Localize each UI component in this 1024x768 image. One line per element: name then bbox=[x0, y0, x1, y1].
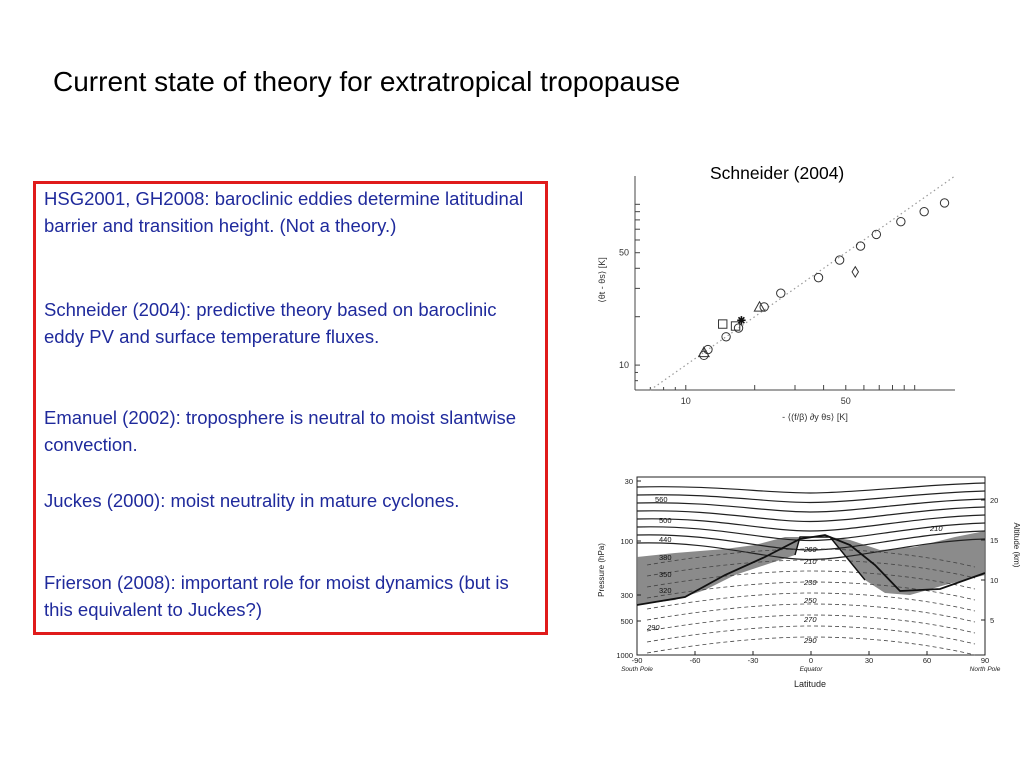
star-marker bbox=[737, 316, 746, 325]
circle-marker bbox=[939, 198, 950, 208]
contour-y-tick-label: 300 bbox=[620, 591, 633, 600]
contour-x-sublabel: Equator bbox=[800, 666, 824, 673]
scatter-points bbox=[697, 198, 950, 361]
contour-y-tick-label: 30 bbox=[625, 477, 633, 486]
contour-label: 290 bbox=[646, 623, 660, 632]
contour-x-axis-label: Latitude bbox=[794, 679, 826, 689]
paragraph-schneider: Schneider (2004): predictive theory base… bbox=[44, 299, 497, 347]
triangle-marker bbox=[753, 300, 766, 312]
contour-x-tick-label: -90 bbox=[632, 656, 643, 665]
circle-marker bbox=[776, 288, 786, 298]
contour-label: 290 bbox=[803, 636, 817, 645]
paragraph-emanuel: Emanuel (2002): troposphere is neutral t… bbox=[44, 407, 516, 455]
isentrope-line bbox=[636, 490, 986, 504]
contour-x-tick-label: 60 bbox=[923, 656, 931, 665]
contour-y2-tick-label: 15 bbox=[990, 536, 998, 545]
contour-label: 440 bbox=[659, 535, 672, 544]
tropopause-line bbox=[636, 534, 986, 606]
circle-marker bbox=[896, 216, 906, 227]
circle-marker bbox=[834, 255, 845, 265]
circle-marker bbox=[733, 323, 744, 333]
figure-caption: Schneider (2004) bbox=[710, 163, 845, 183]
temperature-contour bbox=[646, 559, 976, 579]
circle-marker bbox=[721, 332, 731, 342]
contour-label: 210 bbox=[929, 524, 943, 533]
contour-label: 500 bbox=[659, 516, 672, 525]
contour-label: 230 bbox=[803, 578, 817, 587]
contour-y2-axis-label: Altitude (km) bbox=[1012, 523, 1021, 568]
paragraph-hsg2001: HSG2001, GH2008: baroclinic eddies deter… bbox=[44, 188, 524, 236]
contour-label: 380 bbox=[659, 553, 672, 562]
contour-plot-body bbox=[636, 476, 986, 656]
temperature-contour bbox=[646, 548, 976, 568]
temperature-contour bbox=[646, 570, 976, 590]
isentrope-line bbox=[636, 514, 986, 532]
contour-axes: -90 -60 -30 0 30 60 90 South Pole Equator North P… bbox=[616, 477, 1000, 673]
summary-box bbox=[33, 181, 548, 635]
contour-x-sublabel: North Pole bbox=[970, 666, 1001, 673]
contour-label: 320 bbox=[659, 586, 672, 595]
paragraph-juckes: Juckes (2000): moist neutrality in matur… bbox=[44, 490, 460, 511]
circle-marker bbox=[855, 241, 866, 251]
contour-x-sublabel: South Pole bbox=[621, 666, 653, 673]
circle-marker bbox=[871, 229, 882, 240]
isentrope-line bbox=[636, 522, 986, 542]
isentrope-line bbox=[636, 530, 986, 551]
scatter-y-axis-label: ⟨θt - θs⟩ [K] bbox=[597, 257, 607, 303]
tropical-cap-outline bbox=[794, 536, 866, 581]
temperature-contour bbox=[646, 636, 976, 656]
isentrope-line bbox=[636, 482, 986, 494]
contour-label: 350 bbox=[659, 570, 672, 579]
paragraph-frierson: Frierson (2008): important role for mois… bbox=[44, 572, 509, 620]
contour-label: 210 bbox=[803, 557, 817, 566]
scatter-x-tick-label: 50 bbox=[841, 396, 851, 406]
contour-x-tick-label: 0 bbox=[809, 656, 813, 665]
contour-x-tick-label: 90 bbox=[981, 656, 989, 665]
isentrope-line bbox=[636, 498, 986, 513]
contour-label: 560 bbox=[655, 495, 668, 504]
scatter-x-tick-label: 10 bbox=[681, 396, 691, 406]
scatter-figure: 10 50 10 50 - ⟨(f/β) ∂y θs⟩ [K] ⟨θt - θs⟩ [… bbox=[597, 175, 956, 422]
temperature-contour bbox=[646, 592, 976, 612]
temperature-contour bbox=[646, 625, 976, 645]
contour-y-tick-label: 100 bbox=[620, 537, 633, 546]
contour-x-tick-label: 30 bbox=[865, 656, 873, 665]
square-marker bbox=[730, 321, 741, 331]
square-marker bbox=[718, 319, 728, 329]
temperature-contour bbox=[646, 603, 976, 623]
temperature-contour bbox=[646, 581, 976, 601]
contour-figure: 5605004403803503202102002102302502702902… bbox=[597, 476, 1021, 689]
contour-y2-tick-label: 5 bbox=[990, 616, 994, 625]
contour-x-tick-label: -60 bbox=[690, 656, 701, 665]
circle-marker bbox=[919, 206, 929, 217]
contour-label: 250 bbox=[803, 596, 817, 605]
scatter-axes: 10 50 10 50 bbox=[619, 176, 955, 406]
scatter-y-tick-label: 10 bbox=[619, 360, 629, 370]
contour-y-tick-label: 500 bbox=[620, 617, 633, 626]
circle-marker bbox=[813, 272, 824, 283]
reference-line bbox=[649, 175, 956, 391]
contour-y2-tick-label: 10 bbox=[990, 576, 998, 585]
scatter-x-axis-label: - ⟨(f/β) ∂y θs⟩ [K] bbox=[782, 412, 848, 422]
isentrope-line bbox=[636, 506, 986, 523]
slide-title: Current state of theory for extratropica… bbox=[53, 66, 681, 97]
contour-x-tick-label: -30 bbox=[748, 656, 759, 665]
scatter-y-tick-label: 50 bbox=[619, 248, 629, 258]
contour-y-tick-label: 1000 bbox=[616, 651, 633, 660]
diamond-marker bbox=[851, 265, 860, 279]
contour-label: 200 bbox=[803, 545, 817, 554]
contour-labels: 560 500 440 380 350 320 210 200 210 230 250 270 290 2… bbox=[646, 495, 943, 645]
contour-y-axis-label: Pressure (hPa) bbox=[597, 543, 606, 597]
contour-label: 270 bbox=[803, 615, 817, 624]
contour-y2-tick-label: 20 bbox=[990, 496, 998, 505]
temperature-contour bbox=[646, 614, 976, 634]
reference-line-1to1 bbox=[649, 175, 956, 391]
triangle-marker bbox=[697, 346, 710, 358]
isentrope-line bbox=[636, 538, 986, 561]
tropopause-band-north bbox=[830, 531, 985, 595]
